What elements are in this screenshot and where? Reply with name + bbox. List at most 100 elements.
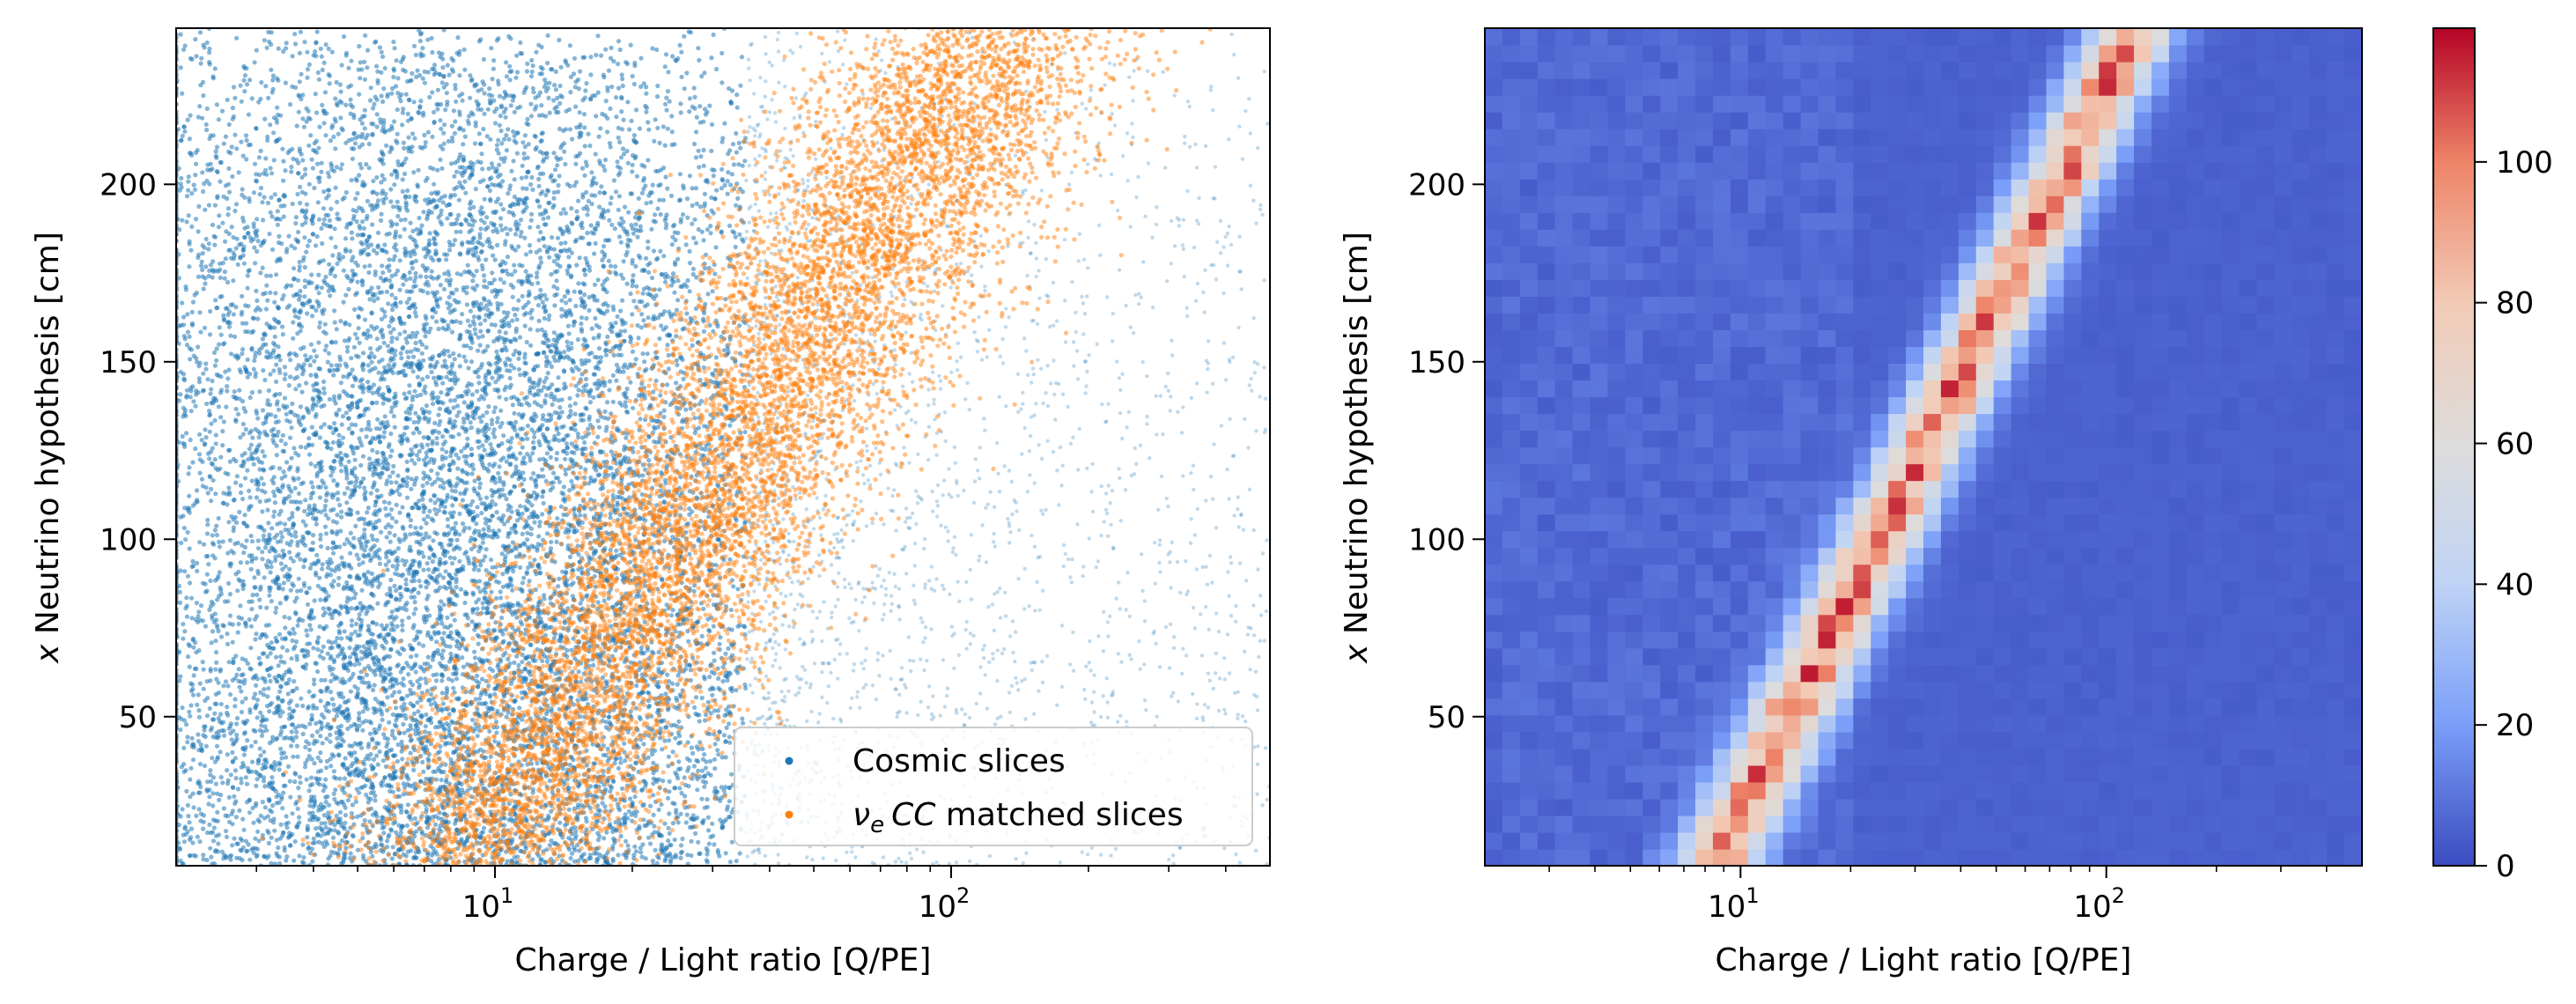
cosmic-point <box>774 652 779 656</box>
cosmic-point <box>290 201 295 207</box>
cosmic-point <box>451 351 456 357</box>
cosmic-point <box>919 657 923 661</box>
cosmic-point <box>919 699 923 704</box>
cosmic-point <box>507 375 513 380</box>
cosmic-point <box>478 301 483 306</box>
cosmic-point <box>669 283 675 288</box>
cosmic-point <box>364 216 369 222</box>
cosmic-point <box>650 182 655 188</box>
cosmic-point <box>757 331 761 336</box>
cosmic-point <box>567 127 573 132</box>
cosmic-point <box>926 403 931 408</box>
cosmic-point <box>408 220 413 225</box>
cosmic-point <box>294 743 299 749</box>
cosmic-point <box>1075 522 1080 527</box>
cosmic-point <box>952 445 957 449</box>
cosmic-point <box>773 639 778 645</box>
cosmic-point <box>230 105 235 111</box>
cosmic-point <box>764 640 769 646</box>
cosmic-point <box>359 121 365 126</box>
cosmic-point <box>815 496 819 500</box>
cosmic-point <box>385 838 390 844</box>
cosmic-point <box>1032 712 1037 716</box>
cosmic-point <box>322 610 328 616</box>
cosmic-point <box>190 558 196 565</box>
cosmic-point <box>252 358 257 363</box>
cosmic-point <box>757 847 761 852</box>
cosmic-point <box>401 282 406 287</box>
cosmic-point <box>312 761 317 766</box>
cosmic-point <box>607 388 612 393</box>
cosmic-point <box>275 105 280 110</box>
cosmic-point <box>516 662 521 668</box>
cosmic-point <box>496 137 501 143</box>
cosmic-point <box>656 667 661 672</box>
cosmic-point <box>516 366 522 372</box>
cosmic-point <box>1088 639 1092 644</box>
cosmic-point <box>602 836 607 841</box>
cosmic-point <box>356 517 361 522</box>
cosmic-point <box>458 229 463 234</box>
cosmic-point <box>762 721 767 727</box>
cosmic-point <box>608 515 613 520</box>
cosmic-point <box>1106 484 1111 488</box>
cosmic-point <box>587 307 592 314</box>
cosmic-point <box>197 762 203 767</box>
cosmic-point <box>197 839 203 845</box>
cosmic-point <box>998 586 1002 591</box>
cosmic-point <box>374 741 380 746</box>
cosmic-point <box>584 189 589 195</box>
cosmic-point <box>887 571 891 575</box>
cosmic-point <box>255 233 260 239</box>
cosmic-point <box>357 173 362 178</box>
cosmic-point <box>235 786 240 792</box>
cosmic-point <box>217 570 222 575</box>
cosmic-point <box>1074 310 1078 315</box>
cosmic-point <box>203 207 208 212</box>
cosmic-point <box>316 272 321 277</box>
cosmic-point <box>734 150 740 155</box>
cosmic-point <box>385 695 390 700</box>
cosmic-point <box>361 552 366 558</box>
cosmic-point <box>488 196 493 202</box>
cosmic-point <box>280 587 285 592</box>
cosmic-point <box>980 647 985 652</box>
cosmic-point <box>203 264 209 269</box>
cosmic-point <box>563 58 568 63</box>
cosmic-point <box>521 151 527 156</box>
cosmic-point <box>297 815 302 820</box>
cosmic-point <box>274 272 279 277</box>
cosmic-point <box>728 182 734 188</box>
cosmic-point <box>321 121 327 126</box>
cosmic-point <box>471 273 476 278</box>
cosmic-point <box>200 660 205 665</box>
cosmic-point <box>674 380 679 386</box>
cosmic-point <box>655 83 661 89</box>
cosmic-point <box>306 586 312 591</box>
cosmic-point <box>254 495 259 500</box>
cosmic-point <box>429 269 434 274</box>
cosmic-point <box>836 515 840 520</box>
cosmic-point <box>504 268 509 274</box>
cosmic-point <box>1143 214 1148 218</box>
cosmic-point <box>1260 551 1266 556</box>
cosmic-point <box>1232 52 1236 57</box>
cosmic-point <box>665 186 670 191</box>
cosmic-point <box>264 283 269 288</box>
cosmic-point <box>398 351 403 356</box>
cosmic-point <box>380 401 386 406</box>
cosmic-point <box>820 669 824 675</box>
cosmic-point <box>1117 580 1121 585</box>
cosmic-point <box>318 536 323 542</box>
cosmic-point <box>1211 196 1215 201</box>
cosmic-point <box>288 794 293 800</box>
cosmic-point <box>347 506 352 512</box>
cosmic-point <box>685 215 690 220</box>
cosmic-point <box>321 206 327 211</box>
cosmic-point <box>1214 651 1219 656</box>
cosmic-point <box>350 156 355 161</box>
cosmic-point <box>323 531 329 536</box>
cosmic-point <box>355 279 360 284</box>
cosmic-point <box>675 741 682 746</box>
cosmic-point <box>661 124 666 129</box>
